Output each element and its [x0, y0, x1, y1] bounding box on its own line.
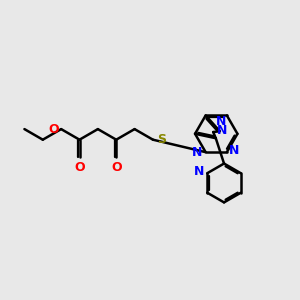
Text: N: N	[194, 165, 204, 178]
Text: S: S	[157, 133, 166, 146]
Text: N: N	[192, 146, 202, 159]
Text: O: O	[49, 123, 59, 136]
Text: N: N	[217, 124, 227, 137]
Text: O: O	[74, 161, 85, 174]
Text: O: O	[111, 161, 122, 174]
Text: N: N	[216, 115, 226, 128]
Text: N: N	[229, 144, 240, 157]
